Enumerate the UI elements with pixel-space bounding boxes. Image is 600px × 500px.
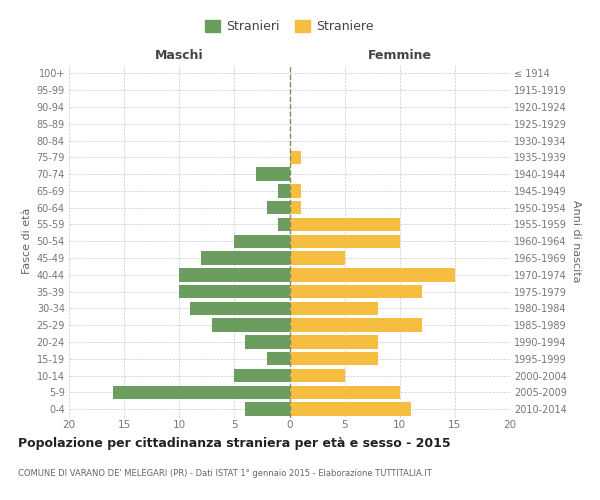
Bar [245, 335, 290, 348]
Bar [290, 252, 344, 265]
Bar [235, 234, 290, 248]
Bar [268, 352, 290, 366]
Bar [278, 218, 290, 231]
Text: Femmine: Femmine [368, 50, 432, 62]
Bar [290, 369, 344, 382]
Bar [179, 285, 290, 298]
Bar [256, 168, 290, 181]
Bar [290, 386, 400, 399]
Text: COMUNE DI VARANO DE' MELEGARI (PR) - Dati ISTAT 1° gennaio 2015 - Elaborazione T: COMUNE DI VARANO DE' MELEGARI (PR) - Dat… [18, 469, 432, 478]
Bar [202, 252, 290, 265]
Bar [235, 369, 290, 382]
Bar [290, 402, 411, 416]
Y-axis label: Fasce di età: Fasce di età [22, 208, 32, 274]
Bar [212, 318, 290, 332]
Bar [113, 386, 290, 399]
Bar [290, 302, 378, 315]
Bar [268, 201, 290, 214]
Bar [179, 268, 290, 281]
Bar [190, 302, 290, 315]
Bar [290, 218, 400, 231]
Bar [278, 184, 290, 198]
Text: Maschi: Maschi [155, 50, 203, 62]
Bar [290, 285, 422, 298]
Bar [290, 201, 301, 214]
Bar [290, 150, 301, 164]
Bar [290, 234, 400, 248]
Bar [290, 318, 422, 332]
Bar [290, 184, 301, 198]
Text: Popolazione per cittadinanza straniera per età e sesso - 2015: Popolazione per cittadinanza straniera p… [18, 438, 451, 450]
Y-axis label: Anni di nascita: Anni di nascita [571, 200, 581, 282]
Bar [290, 268, 455, 281]
Bar [290, 335, 378, 348]
Legend: Stranieri, Straniere: Stranieri, Straniere [202, 16, 377, 37]
Bar [245, 402, 290, 416]
Bar [290, 352, 378, 366]
